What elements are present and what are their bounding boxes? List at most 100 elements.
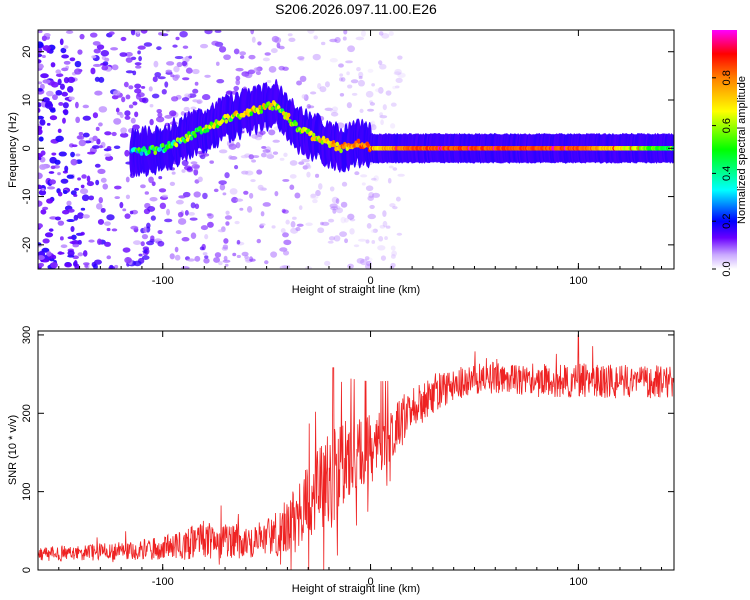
spectrogram-noise-cell bbox=[259, 187, 265, 191]
spectrogram-noise-cell bbox=[98, 196, 103, 204]
spectrogram-noise-cell bbox=[111, 228, 118, 232]
spectrogram-noise-cell bbox=[296, 223, 304, 227]
spectrogram-noise-cell bbox=[140, 85, 146, 89]
spectrogram-noise-cell bbox=[365, 185, 374, 192]
spectrogram-x-axis-label: Height of straight line (km) bbox=[292, 284, 420, 296]
spectrogram-noise-cell bbox=[338, 77, 343, 82]
spectrogram-noise-cell bbox=[251, 159, 257, 163]
spectrogram-noise-cell bbox=[38, 41, 44, 49]
spectrogram-noise-cell bbox=[317, 227, 325, 234]
spectrogram-noise-cell bbox=[80, 184, 85, 189]
spectrogram-noise-cell bbox=[359, 108, 364, 113]
spectrogram-x-tick-label: 100 bbox=[569, 275, 587, 287]
spectrogram-noise-cell bbox=[389, 203, 396, 208]
spectrogram-noise-cell bbox=[185, 67, 193, 74]
spectrogram-noise-cell bbox=[38, 136, 44, 142]
spectrogram-noise-cell bbox=[151, 93, 160, 99]
spectrogram-noise-cell bbox=[69, 57, 76, 62]
spectrogram-noise-cell bbox=[181, 60, 188, 67]
spectrogram-noise-cell bbox=[124, 256, 132, 264]
spectrogram-noise-cell bbox=[108, 31, 115, 35]
spectrogram-noise-cell bbox=[295, 226, 301, 232]
spectrogram-noise-cell bbox=[378, 31, 384, 36]
spectrogram-noise-cell bbox=[125, 94, 131, 100]
spectrogram-noise-cell bbox=[224, 263, 229, 267]
spectrogram-noise-cell bbox=[54, 159, 61, 165]
snr-x-tick-label: 0 bbox=[367, 576, 373, 588]
spectrogram-noise-cell bbox=[171, 96, 179, 102]
colorbar-tick-label: 0.8 bbox=[721, 70, 733, 85]
spectrogram-noise-cell bbox=[215, 61, 220, 66]
spectrogram-noise-cell bbox=[250, 179, 256, 183]
spectrogram-noise-cell bbox=[125, 57, 133, 63]
spectrogram-noise-cell bbox=[367, 213, 377, 220]
spectrogram-noise-cell bbox=[379, 224, 386, 229]
spectrogram-noise-cell bbox=[194, 203, 200, 210]
spectrogram-noise-cell bbox=[329, 186, 335, 192]
spectrogram-noise-cell bbox=[157, 76, 166, 80]
spectrogram-noise-cell bbox=[62, 109, 68, 115]
spectrogram-noise-cell bbox=[166, 61, 175, 66]
spectrogram-noise-cell bbox=[192, 88, 199, 94]
spectrogram-noise-cell bbox=[289, 184, 295, 190]
spectrogram-noise-cell bbox=[190, 161, 198, 165]
spectrogram-noise-cell bbox=[232, 252, 237, 257]
spectrogram-noise-cell bbox=[95, 126, 100, 132]
spectrogram-noise-cell bbox=[354, 171, 360, 176]
spectrogram-noise-cell bbox=[279, 157, 285, 161]
spectrogram-noise-cell bbox=[196, 99, 203, 104]
spectrogram-noise-cell bbox=[283, 239, 292, 246]
spectrogram-noise-cell bbox=[274, 190, 279, 197]
spectrogram-noise-cell bbox=[310, 196, 319, 199]
spectrogram-noise-cell bbox=[321, 221, 330, 226]
spectrogram-noise-cell bbox=[82, 214, 90, 219]
spectrogram-noise-cell bbox=[38, 126, 43, 130]
spectrogram-noise-cell bbox=[361, 182, 366, 186]
spectrogram-noise-cell bbox=[59, 236, 64, 241]
spectrogram-noise-cell bbox=[367, 68, 374, 73]
spectrogram-noise-cell bbox=[382, 220, 388, 228]
spectrogram-noise-cell bbox=[157, 112, 163, 118]
spectrogram-noise-cell bbox=[391, 250, 398, 257]
spectrogram-noise-cell bbox=[106, 255, 112, 260]
spectrogram-noise-cell bbox=[382, 32, 387, 37]
snr-y-tick-label: 200 bbox=[21, 404, 33, 422]
spectrogram-noise-cell bbox=[128, 85, 134, 90]
spectrogram-noise-cell bbox=[171, 171, 176, 175]
spectrogram-noise-cell bbox=[44, 102, 54, 109]
spectrogram-noise-cell bbox=[338, 63, 344, 68]
spectrogram-noise-cell bbox=[224, 215, 233, 220]
spectrogram-noise-cell bbox=[38, 255, 45, 261]
spectrogram-noise-cell bbox=[82, 250, 88, 257]
spectrogram-noise-cell bbox=[340, 201, 348, 208]
spectrogram-noise-cell bbox=[96, 238, 102, 245]
spectrogram-noise-cell bbox=[130, 30, 136, 36]
spectrogram-noise-cell bbox=[175, 199, 184, 205]
spectrogram-noise-cell bbox=[235, 142, 241, 149]
spectrogram-noise-cell bbox=[100, 50, 110, 57]
spectrogram-noise-cell bbox=[268, 66, 277, 73]
spectrogram-noise-cell bbox=[388, 165, 394, 169]
spectrogram-noise-cell bbox=[306, 164, 312, 169]
spectrogram-noise-cell bbox=[88, 195, 95, 201]
spectrogram-noise-cell bbox=[193, 168, 199, 176]
spectrogram-noise-cell bbox=[174, 74, 181, 79]
spectrogram-noise-cell bbox=[100, 207, 106, 213]
spectrogram-noise-cell bbox=[64, 262, 73, 268]
spectrogram-noise-cell bbox=[278, 65, 285, 71]
spectrogram-noise-cell bbox=[55, 73, 64, 78]
spectrogram-noise-cell bbox=[120, 36, 127, 42]
spectrogram-frame bbox=[37, 29, 675, 270]
spectrogram-noise-cell bbox=[336, 205, 341, 211]
colorbar-gradient bbox=[712, 30, 737, 269]
spectrogram-noise-cell bbox=[147, 206, 156, 212]
spectrogram-noise-cell bbox=[169, 253, 175, 260]
spectrogram-noise-cell bbox=[193, 191, 201, 198]
spectrogram-noise-cell bbox=[73, 214, 79, 221]
spectrogram-noise-cell bbox=[382, 210, 387, 217]
spectrogram-noise-cell bbox=[58, 151, 67, 157]
spectrogram-noise-cell bbox=[143, 226, 148, 234]
spectrogram-noise-cell bbox=[157, 229, 163, 235]
spectrogram-noise-cell bbox=[371, 83, 375, 87]
